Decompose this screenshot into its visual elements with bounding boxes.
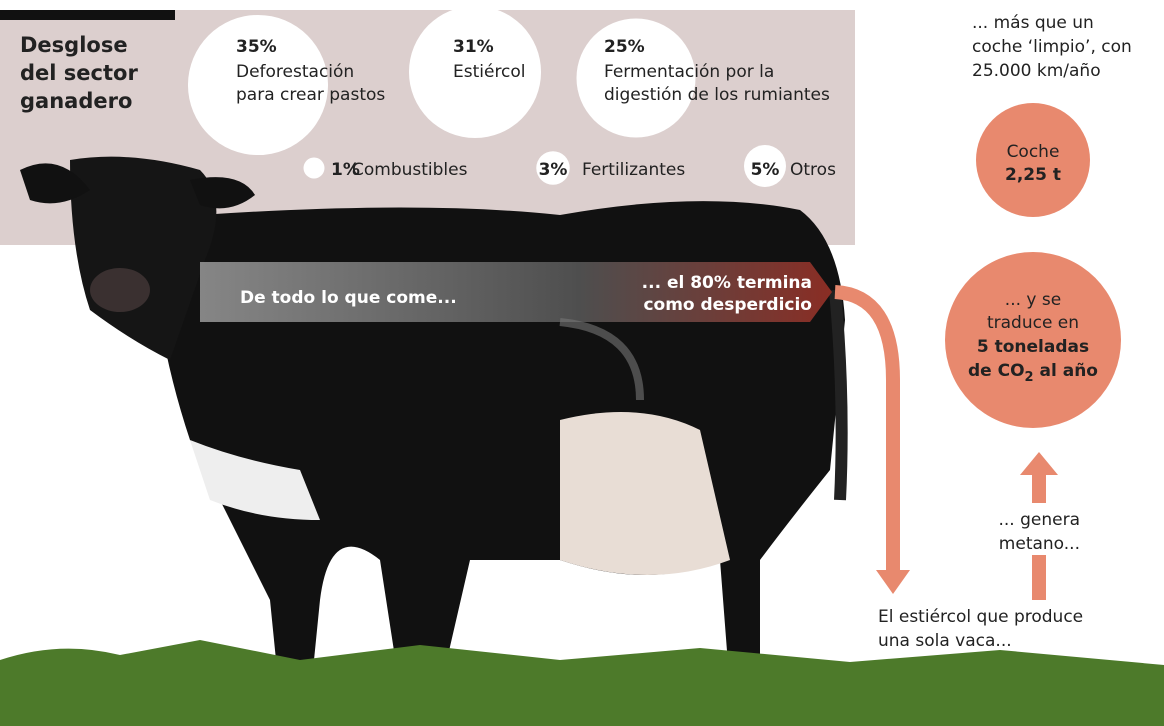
title-line: ganadero — [20, 89, 132, 113]
subscript: 2 — [1025, 370, 1034, 385]
co2-end: al año — [1034, 361, 1098, 381]
share-text: para crear pastos — [236, 85, 385, 105]
title-line: del sector — [20, 61, 138, 85]
result-text: ... y se — [1005, 290, 1061, 310]
co2: de CO — [968, 361, 1025, 381]
share-text: Fertilizantes — [582, 160, 685, 180]
share-text: Fermentación por la — [604, 62, 774, 82]
share-text: Deforestación — [236, 62, 354, 82]
compare-text: 25.000 km/año — [972, 61, 1101, 81]
share-percent: 35% — [236, 37, 277, 57]
manure-text: una sola vaca... — [878, 631, 1012, 651]
up-arrow-high — [1032, 475, 1046, 503]
compare-text: ... más que un — [972, 13, 1094, 33]
flow-text: De todo lo que come... — [240, 288, 457, 308]
manure-text: El estiércol que produce — [878, 607, 1083, 627]
car-value: 2,25 t — [1005, 165, 1061, 185]
up-arrow-low — [1032, 555, 1046, 600]
share-percent: 25% — [604, 37, 645, 57]
title-line: Desglose — [20, 33, 128, 57]
methane-text: metano... — [999, 534, 1080, 554]
share-percent: 31% — [453, 37, 494, 57]
share-text: Combustibles — [352, 160, 468, 180]
share-text: Estiércol — [453, 62, 526, 82]
share-percent: 5% — [751, 160, 780, 180]
compare-text: coche ‘limpio’, con — [972, 37, 1132, 57]
bar — [0, 10, 175, 20]
share-circle — [304, 158, 325, 179]
car-label: Coche — [1007, 142, 1060, 162]
share-text: digestión de los rumiantes — [604, 85, 830, 105]
result-bold: 5 toneladas — [977, 337, 1089, 357]
share-percent: 3% — [539, 160, 568, 180]
result-text: traduce en — [987, 313, 1079, 333]
share-text: Otros — [790, 160, 836, 180]
infographic: Desglose del sector ganadero De todo lo … — [0, 0, 1164, 726]
flow-text: ... el 80% termina — [642, 273, 812, 293]
methane-text: ... genera — [998, 510, 1080, 530]
flow-text: como desperdicio — [643, 295, 812, 315]
